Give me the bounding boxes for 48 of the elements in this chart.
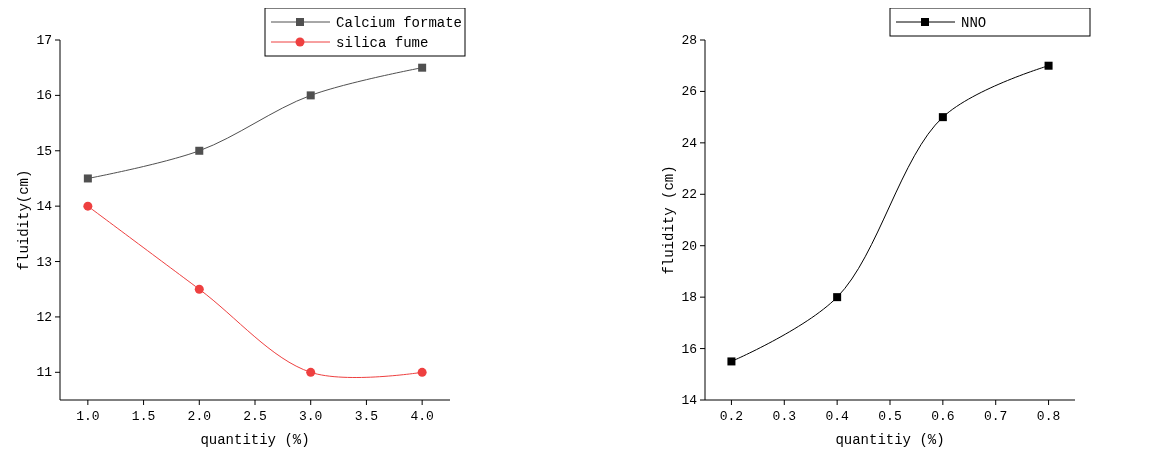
y-tick-label: 26 — [681, 84, 697, 100]
y-tick-label: 18 — [681, 290, 697, 306]
x-tick-label: 3.5 — [354, 409, 379, 424]
point — [938, 113, 947, 122]
y-axis-title: fluidity(cm) — [15, 169, 32, 271]
y-tick-label: 15 — [36, 143, 52, 159]
legend-label: silica fume — [336, 35, 429, 51]
x-tick-label: 1.5 — [131, 409, 156, 424]
legend-label: NNO — [961, 15, 987, 31]
x-tick-label: 0.3 — [772, 409, 796, 424]
point — [306, 367, 316, 377]
y-tick-label: 28 — [681, 33, 697, 48]
x-tick-label: 2.0 — [187, 409, 211, 424]
x-axis-title: quantitiy (%) — [200, 432, 310, 448]
point — [418, 63, 427, 72]
point — [833, 293, 842, 302]
y-tick-label: 16 — [681, 341, 697, 357]
point — [1044, 61, 1053, 70]
point — [83, 201, 93, 211]
y-tick-label: 12 — [36, 309, 52, 325]
x-tick-label: 1.0 — [76, 409, 100, 424]
y-tick-label: 24 — [681, 135, 698, 151]
legend-label: Calcium formate — [336, 15, 463, 31]
x-tick-label: 0.6 — [931, 409, 955, 424]
x-tick-label: 0.4 — [825, 409, 850, 424]
y-axis-title: fluidity (cm) — [660, 165, 677, 275]
x-tick-label: 0.2 — [719, 409, 744, 424]
x-tick-label: 2.5 — [243, 409, 267, 424]
x-tick-label: 0.7 — [984, 409, 1008, 424]
y-tick-label: 13 — [36, 254, 52, 270]
x-tick-label: 0.8 — [1036, 409, 1061, 424]
y-tick-label: 14 — [36, 199, 53, 215]
point — [306, 91, 315, 100]
y-tick-label: 17 — [36, 33, 52, 48]
point — [195, 146, 204, 155]
y-tick-label: 20 — [681, 238, 697, 254]
y-tick-label: 16 — [36, 88, 52, 104]
y-tick-label: 14 — [681, 393, 698, 408]
point — [727, 357, 736, 366]
x-tick-label: 4.0 — [410, 409, 434, 424]
x-tick-label: 0.5 — [878, 409, 902, 424]
point — [417, 367, 427, 377]
x-tick-label: 3.0 — [299, 409, 323, 424]
y-tick-label: 22 — [681, 187, 697, 203]
point — [83, 174, 92, 183]
x-axis-title: quantitiy (%) — [835, 432, 945, 448]
y-tick-label: 11 — [36, 365, 53, 381]
point — [194, 284, 204, 294]
